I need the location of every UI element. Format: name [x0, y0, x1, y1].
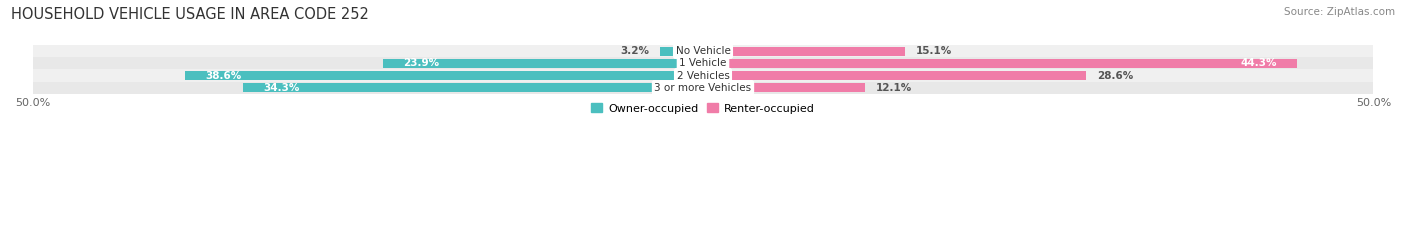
Text: 28.6%: 28.6% [1097, 71, 1133, 81]
Text: 23.9%: 23.9% [402, 58, 439, 69]
Bar [32, 69, 1374, 82]
Text: 3 or more Vehicles: 3 or more Vehicles [654, 83, 752, 93]
Text: 44.3%: 44.3% [1240, 58, 1277, 69]
Bar [659, 47, 703, 56]
Bar [382, 59, 703, 68]
Bar [32, 82, 1374, 94]
Text: 34.3%: 34.3% [263, 83, 299, 93]
Text: 12.1%: 12.1% [876, 83, 912, 93]
Bar [703, 83, 865, 92]
Bar [243, 83, 703, 92]
Bar [703, 71, 1087, 80]
Bar [32, 57, 1374, 69]
Text: HOUSEHOLD VEHICLE USAGE IN AREA CODE 252: HOUSEHOLD VEHICLE USAGE IN AREA CODE 252 [11, 7, 370, 22]
Text: 3.2%: 3.2% [620, 46, 650, 56]
Text: 38.6%: 38.6% [205, 71, 242, 81]
Text: 15.1%: 15.1% [917, 46, 952, 56]
Legend: Owner-occupied, Renter-occupied: Owner-occupied, Renter-occupied [586, 99, 820, 118]
Text: Source: ZipAtlas.com: Source: ZipAtlas.com [1284, 7, 1395, 17]
Text: No Vehicle: No Vehicle [675, 46, 731, 56]
Bar [703, 47, 905, 56]
Bar [703, 59, 1296, 68]
Text: 1 Vehicle: 1 Vehicle [679, 58, 727, 69]
Bar [32, 45, 1374, 57]
Bar [186, 71, 703, 80]
Text: 2 Vehicles: 2 Vehicles [676, 71, 730, 81]
